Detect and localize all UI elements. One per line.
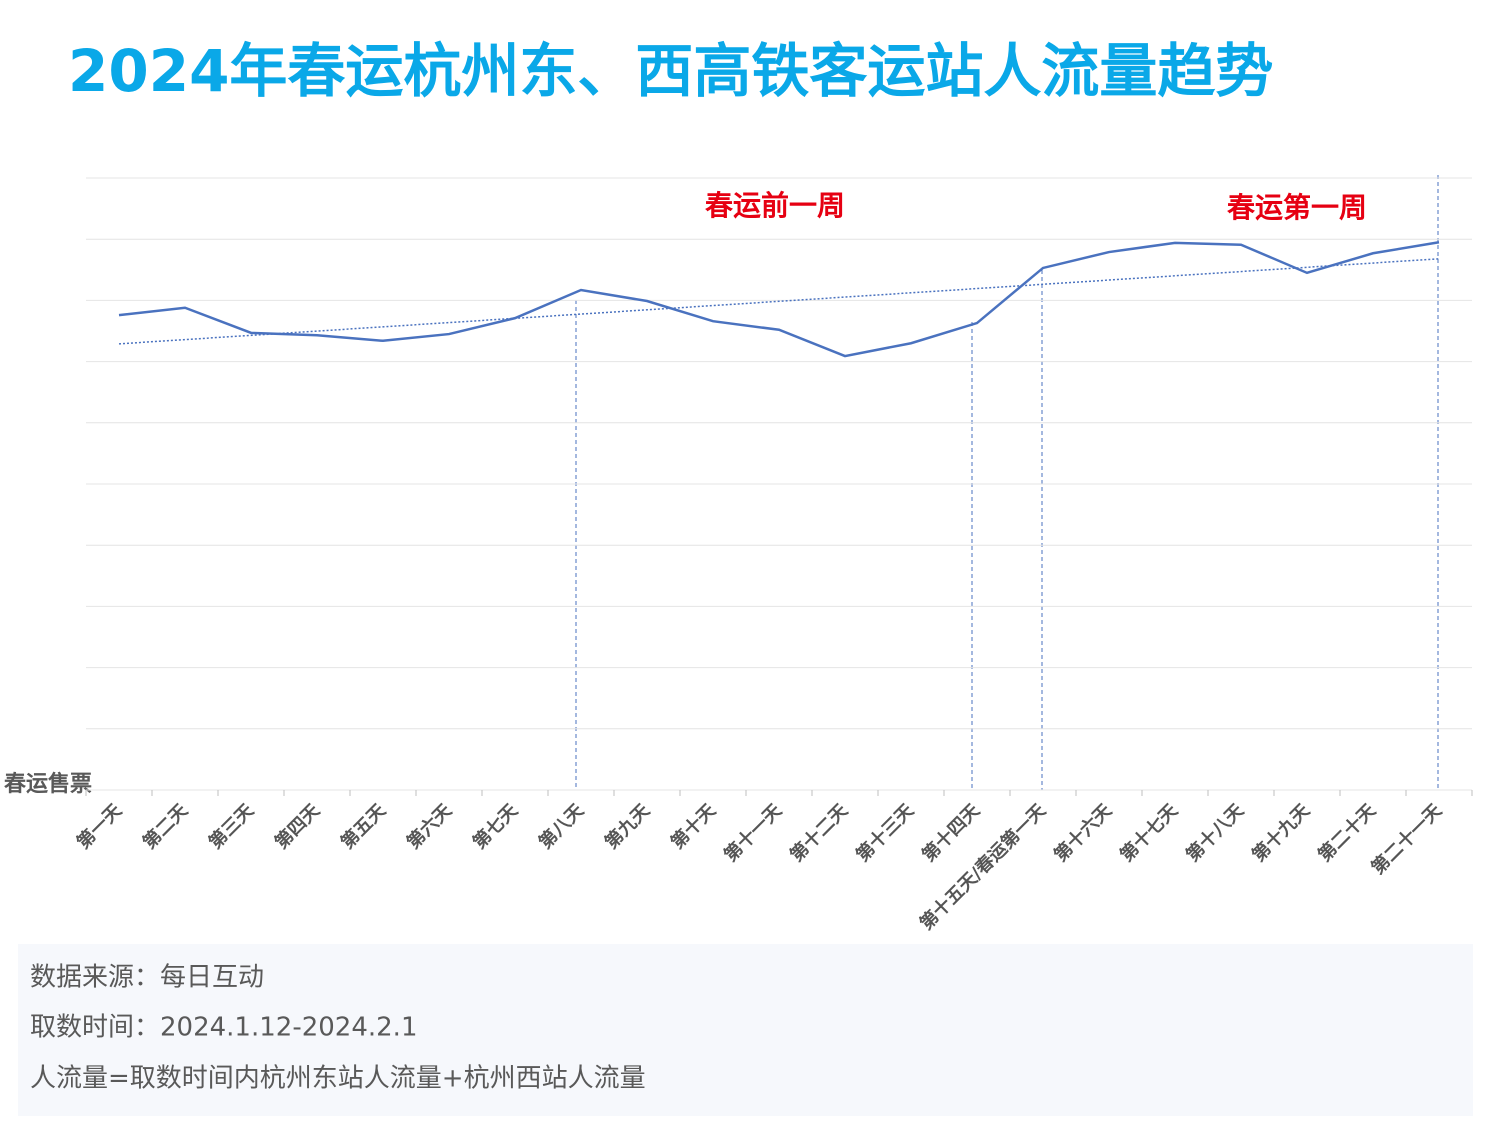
x-tick-label: 第十三天 bbox=[852, 799, 919, 866]
note: 人流量=取数时间内杭州东站人流量+杭州西站人流量 bbox=[30, 1064, 646, 1094]
x-tick-label: 第十四天 bbox=[918, 799, 985, 866]
x-tick-label: 第二天 bbox=[138, 799, 192, 853]
x-tick-label: 第三天 bbox=[204, 799, 258, 853]
notes-box bbox=[18, 944, 1473, 1116]
axis-label: 春运售票 bbox=[4, 771, 92, 797]
x-tick-label: 第六天 bbox=[402, 799, 456, 853]
x-tick-label: 第十八天 bbox=[1182, 799, 1249, 866]
x-tick-label: 第十一天 bbox=[720, 799, 787, 866]
x-tick-label: 第十五天/春运第一天 bbox=[915, 799, 1050, 934]
x-tick-label: 第四天 bbox=[270, 799, 324, 853]
x-tick-label: 第二十天 bbox=[1314, 799, 1381, 866]
trendline bbox=[118, 258, 1440, 345]
x-tick-label: 第十六天 bbox=[1050, 799, 1117, 866]
note: 取数时间：2024.1.12-2024.2.1 bbox=[30, 1013, 418, 1043]
x-tick-label: 第十天 bbox=[666, 799, 720, 853]
x-tick-label: 第八天 bbox=[534, 799, 588, 853]
annotation: 春运第一周 bbox=[1227, 191, 1367, 224]
x-tick-label: 第七天 bbox=[468, 799, 522, 853]
x-tick-label: 第十九天 bbox=[1248, 799, 1315, 866]
line-series bbox=[118, 241, 1440, 358]
annotation: 春运前一周 bbox=[705, 189, 845, 222]
chart-title: 2024年春运杭州东、西高铁客运站人流量趋势 bbox=[68, 37, 1273, 105]
x-tick-label: 第五天 bbox=[336, 799, 390, 853]
note: 数据来源：每日互动 bbox=[30, 963, 264, 993]
x-tick-label: 第二十一天 bbox=[1367, 799, 1447, 879]
x-tick-label: 第十二天 bbox=[786, 799, 853, 866]
x-tick-label: 第一天 bbox=[72, 799, 126, 853]
x-tick-label: 第九天 bbox=[600, 799, 654, 853]
x-tick-label: 第十七天 bbox=[1116, 799, 1183, 866]
